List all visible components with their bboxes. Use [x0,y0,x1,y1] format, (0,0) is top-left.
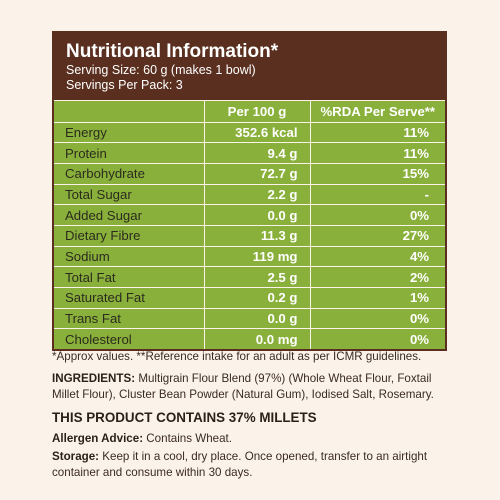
rda-value: - [310,183,445,205]
per-100g-value: 2.2 g [204,183,311,205]
rda-value: 11% [310,121,445,143]
nutrient-name: Carbohydrate [54,162,205,185]
table-row: Energy 352.6 kcal 11% [54,121,445,143]
nutrient-name: Cholesterol [54,328,205,350]
per-100g-value: 9.4 g [204,142,311,164]
table-row: Trans Fat 0.0 g 0% [54,307,445,329]
footnote: *Approx values. **Reference intake for a… [52,350,422,363]
nutrition-title: Nutritional Information* [66,41,279,62]
per-100g-value: 0.0 mg [204,328,311,350]
servings-per-pack: Servings Per Pack: 3 [66,78,183,92]
table-row: Sodium 119 mg 4% [54,245,445,267]
nutrient-name: Total Fat [54,266,205,288]
rda-value: 0% [310,307,445,329]
table-row: Total Fat 2.5 g 2% [54,266,445,288]
rda-value: 0% [310,204,445,226]
rda-value: 0% [310,328,445,350]
table-row: Added Sugar 0.0 g 0% [54,204,445,226]
ingredients-text: Multigrain Flour Blend (97%) (Whole Whea… [52,372,434,401]
table-row: Dietary Fibre 11.3 g 27% [54,224,445,247]
nutrient-name: Protein [54,142,205,164]
nutrition-table: Per 100 g %RDA Per Serve** Energy 352.6 … [54,100,445,350]
per-100g-value: 2.5 g [204,266,311,288]
nutrition-panel: Nutritional Information* Serving Size: 6… [52,31,447,352]
millet-claim: THIS PRODUCT CONTAINS 37% MILLETS [52,410,317,425]
per-100g-value: 352.6 kcal [204,121,311,143]
allergen-advice: Allergen Advice: Contains Wheat. [52,431,452,447]
table-row: Total Sugar 2.2 g - [54,183,445,205]
nutrient-name: Dietary Fibre [54,224,205,247]
table-row: Carbohydrate 72.7 g 15% [54,162,445,185]
per-100g-value: 0.0 g [204,204,311,226]
rda-value: 27% [310,224,445,247]
allergen-label: Allergen Advice: [52,432,144,445]
column-header-rda: %RDA Per Serve** [310,100,445,122]
storage-instructions: Storage: Keep it in a cool, dry place. O… [52,449,452,480]
per-100g-value: 0.2 g [204,287,311,309]
nutrient-name: Added Sugar [54,204,205,226]
nutrient-name: Saturated Fat [54,287,205,309]
nutrient-name: Energy [54,121,205,143]
serving-size: Serving Size: 60 g (makes 1 bowl) [66,63,256,77]
table-row: Cholesterol 0.0 mg 0% [54,328,445,350]
ingredients: INGREDIENTS: Multigrain Flour Blend (97%… [52,371,452,402]
rda-value: 4% [310,245,445,267]
rda-value: 11% [310,142,445,164]
rda-value: 2% [310,266,445,288]
per-100g-value: 72.7 g [204,162,311,185]
table-row: Protein 9.4 g 11% [54,142,445,164]
table-header-row: Per 100 g %RDA Per Serve** [54,100,445,122]
nutrient-name: Total Sugar [54,183,205,205]
nutrient-name: Trans Fat [54,307,205,329]
column-header-nutrient [54,100,205,122]
storage-text: Keep it in a cool, dry place. Once opene… [52,450,428,479]
rda-value: 1% [310,287,445,309]
table-row: Saturated Fat 0.2 g 1% [54,287,445,309]
per-100g-value: 11.3 g [204,224,311,247]
column-header-per-100g: Per 100 g [204,100,311,122]
allergen-text: Contains Wheat. [146,432,233,445]
per-100g-value: 0.0 g [204,307,311,329]
nutrient-name: Sodium [54,245,205,267]
per-100g-value: 119 mg [204,245,311,267]
storage-label: Storage: [52,450,100,463]
nutrition-header: Nutritional Information* Serving Size: 6… [54,33,445,100]
ingredients-label: INGREDIENTS: [52,372,136,385]
rda-value: 15% [310,162,445,185]
